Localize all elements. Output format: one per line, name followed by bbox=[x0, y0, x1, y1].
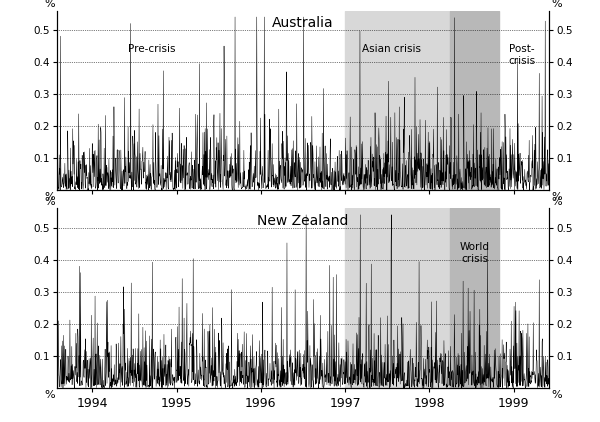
Text: %: % bbox=[44, 192, 55, 202]
Text: Pre-crisis: Pre-crisis bbox=[128, 44, 175, 54]
Text: %: % bbox=[44, 197, 55, 207]
Text: Asian crisis: Asian crisis bbox=[362, 44, 421, 54]
Text: %: % bbox=[551, 192, 562, 202]
Text: %: % bbox=[44, 0, 55, 9]
Text: %: % bbox=[551, 197, 562, 207]
Text: %: % bbox=[551, 0, 562, 9]
Bar bbox=[345, 208, 478, 388]
Bar bbox=[345, 11, 478, 190]
Text: New Zealand: New Zealand bbox=[257, 214, 349, 228]
Text: %: % bbox=[551, 390, 562, 400]
Text: Post-
crisis: Post- crisis bbox=[508, 44, 536, 66]
Bar bbox=[451, 208, 499, 388]
Text: Australia: Australia bbox=[272, 16, 334, 30]
Text: %: % bbox=[44, 390, 55, 400]
Bar bbox=[451, 11, 499, 190]
Text: World
crisis: World crisis bbox=[460, 242, 490, 264]
